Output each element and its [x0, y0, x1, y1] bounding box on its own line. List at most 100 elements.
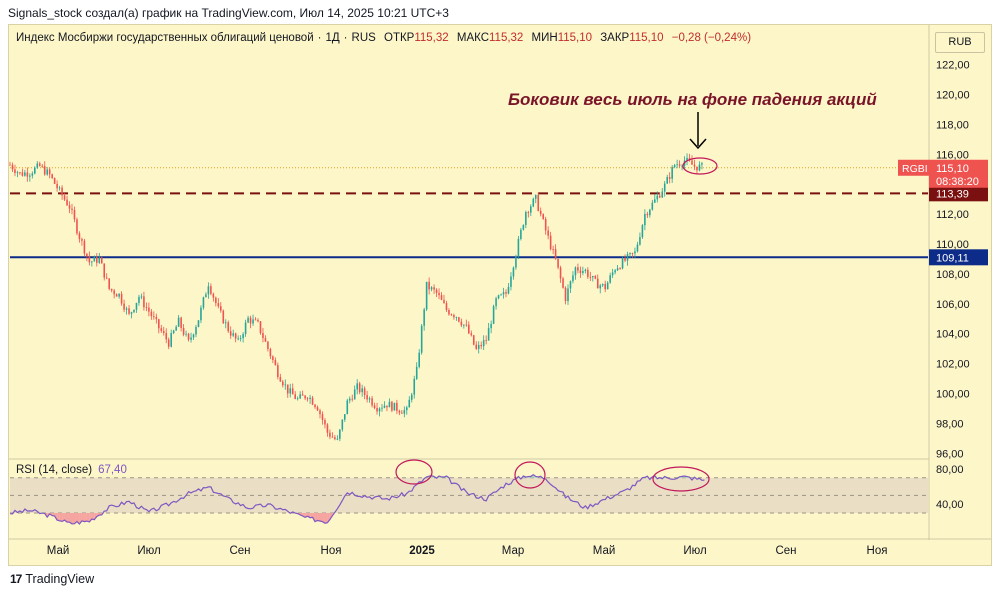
chart-frame	[8, 24, 992, 566]
candle-body	[334, 437, 336, 440]
symbol-badge-label: RGBI	[902, 163, 928, 175]
candle-body	[646, 213, 649, 216]
candle-body	[358, 383, 361, 393]
candle-body	[460, 321, 463, 326]
candle-body	[495, 298, 497, 307]
candle-body	[698, 164, 701, 171]
candle-body	[19, 172, 21, 174]
price-tick-label: 116,00	[936, 149, 969, 161]
rsi-oversold-fill	[57, 513, 60, 521]
candle-body	[135, 302, 138, 310]
tradingview-footer[interactable]: 17 TradingView	[10, 572, 94, 586]
candle-body	[701, 163, 703, 165]
candle-body	[324, 420, 326, 425]
candle-body	[418, 352, 420, 367]
candle-body	[145, 307, 148, 309]
candle-body	[217, 303, 220, 307]
candle-body	[574, 267, 577, 276]
candle-body	[207, 286, 210, 295]
candle-body	[202, 297, 205, 308]
rsi-oversold-fill	[324, 513, 328, 524]
candle-body	[448, 310, 450, 315]
candle-body	[93, 256, 96, 262]
candle-body	[492, 306, 495, 324]
candle-body	[440, 295, 443, 300]
candle-body	[239, 338, 242, 339]
candle-body	[277, 365, 279, 378]
candle-body	[681, 165, 683, 167]
candle-body	[91, 261, 93, 263]
price-tick-label: 120,00	[936, 90, 970, 102]
candle-body	[505, 292, 507, 294]
candle-body	[100, 257, 103, 264]
candle-body	[435, 289, 438, 293]
candle-body	[423, 309, 425, 326]
candle-body	[413, 378, 416, 395]
candle-body	[34, 167, 36, 174]
candle-body	[485, 340, 487, 341]
candle-body	[58, 187, 61, 189]
candle-body	[594, 276, 597, 279]
candle-body	[599, 285, 602, 289]
footer-brand: TradingView	[25, 572, 95, 586]
candle-body	[425, 281, 428, 310]
candle-body	[68, 205, 71, 209]
candle-body	[572, 275, 574, 282]
candle-body	[133, 309, 135, 313]
candle-body	[378, 408, 381, 412]
symbol-legend[interactable]: Индекс Мосбиржи государственных облигаци…	[16, 32, 752, 44]
candle-body	[376, 408, 378, 412]
candle-body	[510, 276, 512, 287]
candle-body	[668, 177, 671, 179]
candle-body	[582, 271, 584, 274]
candle-body	[267, 341, 269, 349]
time-tick-label: Июл	[683, 545, 706, 557]
candle-body	[676, 164, 678, 166]
rsi-oversold-fill	[327, 513, 330, 523]
candle-body	[301, 394, 304, 396]
candle-body	[282, 381, 284, 386]
price-tick-label: 96,00	[936, 448, 964, 460]
candle-body	[554, 249, 557, 259]
candle-body	[373, 405, 376, 409]
candle-body	[321, 414, 324, 421]
candle-body	[43, 166, 46, 175]
candle-body	[527, 212, 530, 213]
candle-body	[619, 268, 621, 270]
candle-body	[348, 398, 351, 401]
candle-body	[678, 164, 681, 166]
candle-body	[192, 334, 195, 338]
candle-body	[658, 195, 661, 198]
candle-body	[36, 163, 39, 168]
candle-body	[393, 402, 396, 411]
candle-body	[150, 311, 153, 317]
rsi-oversold-fill	[76, 513, 80, 524]
candle-body	[118, 293, 120, 297]
candle-body	[311, 397, 314, 405]
highlight-ellipse	[682, 157, 718, 175]
rsi-legend[interactable]: RSI (14, close) 67,40	[16, 464, 127, 476]
candle-body	[696, 166, 698, 171]
candle-body	[215, 297, 217, 304]
candle-body	[552, 249, 554, 250]
candle-body	[78, 233, 81, 240]
candle-body	[200, 307, 202, 321]
candle-body	[257, 319, 259, 322]
open-label: ОТКР	[384, 32, 415, 44]
tradingview-logo-icon: 17	[10, 572, 22, 586]
candle-body	[532, 198, 535, 207]
candle-body	[294, 394, 296, 399]
candle-body	[180, 317, 182, 328]
candle-body	[61, 187, 63, 196]
candle-body	[175, 326, 177, 331]
candle-body	[463, 324, 465, 326]
candle-body	[195, 326, 197, 335]
candle-body	[579, 270, 582, 274]
candle-body	[274, 359, 277, 366]
candle-body	[314, 404, 316, 408]
currency-button[interactable]: RUB	[935, 32, 985, 53]
candle-body	[272, 356, 274, 360]
candle-body	[626, 254, 629, 261]
candle-body	[644, 213, 646, 226]
